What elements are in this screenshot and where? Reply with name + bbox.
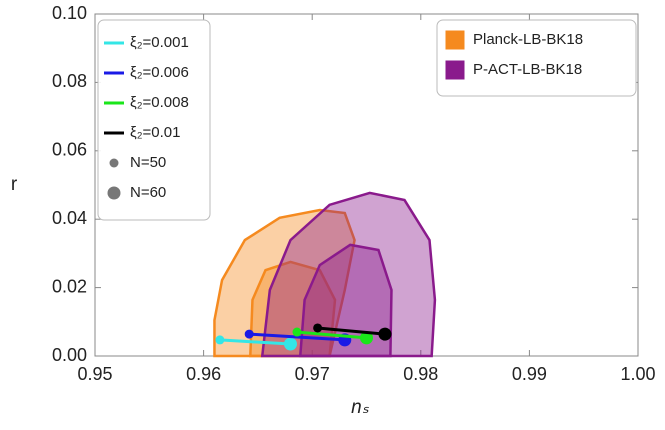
y-tick-label: 0.06 (52, 140, 87, 160)
legend-label: ξ₂=0.01 (130, 124, 181, 141)
series-line (317, 326, 386, 336)
y-tick-label: 0.10 (52, 3, 87, 23)
legend-label: ξ₂=0.006 (130, 64, 189, 81)
point (244, 329, 254, 339)
point (283, 337, 297, 351)
series-line (219, 338, 291, 346)
point (378, 327, 392, 341)
legend-marker (107, 186, 121, 200)
series-line (296, 330, 367, 340)
legend-box (436, 19, 637, 97)
x-tick-label: 1.00 (620, 364, 655, 384)
legend: ξ₂=0.001 ξ₂=0.006 ξ₂=0.008 ξ₂=0.01 N=50 N=60 (97, 19, 211, 221)
legend-marker (109, 158, 119, 168)
legend-swatch (445, 30, 465, 50)
legend-label: N=60 (130, 184, 166, 201)
y-axis-label: r (11, 174, 18, 195)
point (292, 327, 302, 337)
x-tick-label: 0.95 (77, 364, 112, 384)
legend-label: ξ₂=0.008 (130, 94, 189, 111)
x-tick-label: 0.98 (403, 364, 438, 384)
y-tick-label: 0.08 (52, 71, 87, 91)
y-tick-label: 0.00 (52, 345, 87, 365)
x-axis-label: nₛ (351, 397, 370, 418)
x-tick-label: 0.96 (186, 364, 221, 384)
point (215, 335, 225, 345)
legend-label: N=50 (130, 154, 166, 171)
legend: Planck-LB-BK18 P-ACT-LB-BK18 (436, 19, 637, 97)
contour (213, 208, 356, 358)
y-tick-label: 0.02 (52, 276, 87, 296)
x-tick-label: 0.99 (512, 364, 547, 384)
axes: 0.95 0.96 0.97 0.98 0.99 1.00 0.00 0.02 0.04 0.06… (52, 3, 656, 384)
x-tick-label: 0.97 (295, 364, 330, 384)
legend-box (97, 19, 211, 221)
y-tick-label: 0.04 (52, 208, 87, 228)
series-line (249, 332, 345, 342)
legend-label: P-ACT-LB-BK18 (473, 61, 582, 78)
legend-swatch (445, 60, 465, 80)
point (313, 323, 323, 333)
legend-label: Planck-LB-BK18 (473, 31, 583, 48)
point (360, 331, 373, 345)
legend-label: ξ₂=0.001 (130, 34, 189, 51)
